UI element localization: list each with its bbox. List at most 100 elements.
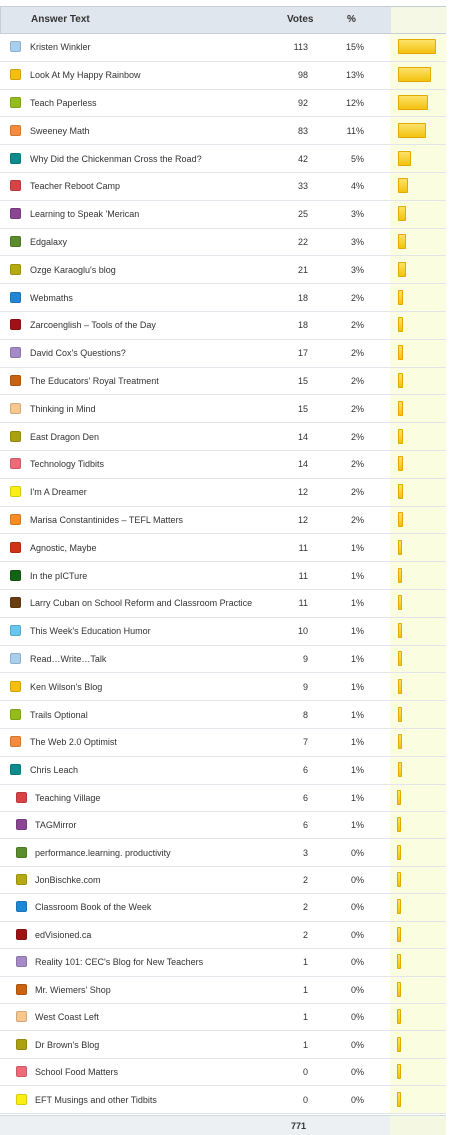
vote-count: 3 [302, 847, 308, 858]
color-swatch [16, 819, 27, 831]
vote-percent: 0% [350, 902, 364, 913]
vote-bar [398, 94, 428, 110]
answer-text: Why Did the Chickenman Cross the Road? [30, 153, 202, 164]
vote-percent: 0% [350, 984, 364, 995]
vote-bar [397, 844, 401, 860]
answer-text: Ozge Karaoglu's blog [30, 264, 116, 275]
vote-count: 9 [302, 681, 308, 692]
color-swatch [10, 680, 21, 692]
percent-header: % [347, 14, 356, 25]
answer-text: Zarcoenglish – Tools of the Day [30, 320, 156, 331]
vote-percent: 1% [350, 792, 364, 803]
vote-count: 25 [297, 209, 308, 220]
table-row: Trails Optional 8 1% [0, 701, 446, 729]
table-row: Read…Write…Talk 9 1% [0, 645, 446, 674]
vote-percent: 1% [350, 709, 364, 720]
table-row: Agnostic, Maybe 11 1% [0, 534, 446, 563]
color-swatch [10, 235, 21, 247]
answer-text: Teacher Reboot Camp [30, 181, 121, 192]
vote-count: 8 [302, 709, 308, 720]
vote-percent: 2% [350, 431, 364, 442]
color-swatch [10, 96, 21, 108]
vote-count: 15 [297, 403, 308, 414]
color-swatch [16, 1093, 27, 1105]
vote-count: 22 [297, 236, 308, 247]
answer-text: I'm A Dreamer [30, 487, 87, 498]
table-row: TAGMirror 6 1% [0, 811, 446, 840]
color-swatch [10, 652, 21, 664]
table-row: Why Did the Chickenman Cross the Road? 42… [0, 145, 446, 173]
answer-text: EFT Musings and other Tidbits [35, 1094, 157, 1105]
answer-text: West Coast Left [35, 1012, 99, 1023]
vote-percent: 0% [350, 929, 364, 940]
vote-percent: 1% [350, 765, 364, 776]
vote-bar [398, 67, 431, 83]
vote-bar [397, 954, 401, 970]
table-row: Ozge Karaoglu's blog 21 3% [0, 256, 446, 285]
table-row: Look At My Happy Rainbow 98 13% [0, 61, 446, 90]
table-row: Ken Wilson's Blog 9 1% [0, 673, 446, 702]
vote-count: 17 [297, 348, 308, 359]
color-swatch [16, 928, 27, 940]
vote-count: 11 [298, 542, 308, 553]
table-row: Edgalaxy 22 3% [0, 228, 446, 257]
vote-count: 6 [302, 792, 308, 803]
vote-count: 9 [302, 653, 308, 664]
answer-text: JonBischke.com [35, 875, 101, 886]
vote-percent: 1% [350, 653, 364, 664]
color-swatch [10, 597, 21, 609]
answer-text: Trails Optional [30, 709, 88, 720]
answer-text: edVisioned.ca [35, 929, 92, 940]
table-row: East Dragon Den 14 2% [0, 423, 446, 451]
answer-text: Webmaths [30, 292, 73, 303]
answer-text: Larry Cuban on School Reform and Classro… [30, 598, 253, 609]
header-bar-column [391, 7, 447, 33]
answer-text: Classroom Book of the Week [35, 902, 152, 913]
vote-percent: 2% [350, 292, 364, 303]
vote-bar [398, 623, 402, 639]
vote-count: 1 [302, 1039, 308, 1050]
vote-percent: 2% [350, 375, 364, 386]
color-swatch [10, 486, 21, 498]
vote-percent: 0% [350, 1012, 364, 1023]
table-row: Chris Leach 6 1% [0, 756, 446, 785]
vote-count: 98 [297, 70, 308, 81]
vote-percent: 0% [350, 1094, 364, 1105]
vote-count: 15 [297, 375, 308, 386]
vote-bar [398, 650, 402, 666]
vote-count: 113 [293, 42, 308, 53]
answer-text: Technology Tidbits [30, 459, 105, 470]
answer-text: Read…Write…Talk [30, 653, 107, 664]
vote-bar [397, 1036, 401, 1052]
table-row: The Web 2.0 Optimist 7 1% [0, 728, 446, 757]
answer-text: Mr. Wiemers' Shop [35, 984, 111, 995]
color-swatch [10, 569, 21, 581]
vote-count: 42 [297, 153, 308, 164]
vote-count: 18 [297, 292, 308, 303]
answer-text: David Cox's Questions? [30, 348, 126, 359]
vote-percent: 2% [350, 514, 364, 525]
vote-count: 21 [297, 264, 308, 275]
vote-bar [397, 817, 401, 833]
answer-text: East Dragon Den [30, 431, 100, 442]
vote-bar [397, 1009, 401, 1025]
results-footer: 771 [0, 1115, 446, 1135]
vote-percent: 1% [350, 542, 364, 553]
color-swatch [16, 1038, 27, 1050]
answer-text: Teach Paperless [30, 97, 97, 108]
vote-count: 11 [298, 598, 308, 609]
vote-bar [398, 539, 402, 555]
answer-text: In the pICTure [30, 570, 88, 581]
table-row: West Coast Left 1 0% [0, 1004, 446, 1032]
votes-header: Votes [287, 14, 314, 25]
table-row: Larry Cuban on School Reform and Classro… [0, 589, 446, 618]
vote-bar [397, 872, 401, 888]
answer-text: Teaching Village [35, 792, 101, 803]
answer-text: School Food Matters [35, 1067, 119, 1078]
table-row: Mr. Wiemers' Shop 1 0% [0, 976, 446, 1005]
vote-count: 0 [302, 1067, 308, 1078]
results-list: Kristen Winkler 113 15% Look At My Happy Ra… [0, 34, 446, 1114]
color-swatch [10, 124, 21, 136]
vote-count: 1 [302, 1012, 308, 1023]
